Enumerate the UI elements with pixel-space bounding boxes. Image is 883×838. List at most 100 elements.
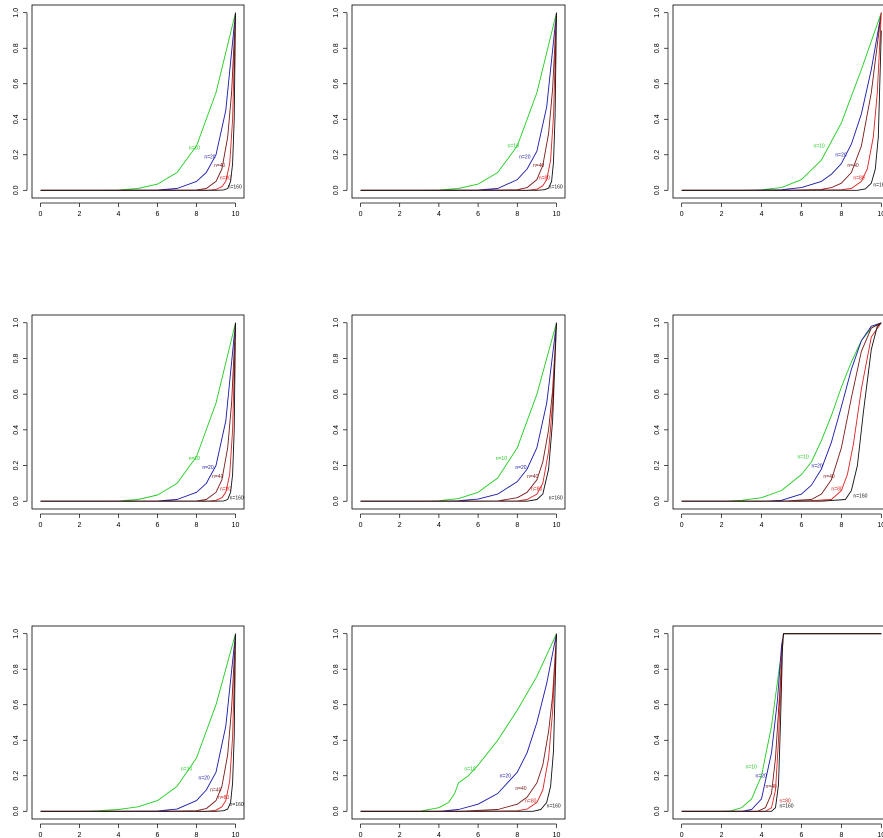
series-label: n=80 xyxy=(831,487,842,493)
x-tick-label: 8 xyxy=(515,522,519,529)
y-tick-label: 0.6 xyxy=(654,700,661,710)
x-tick-label: 0 xyxy=(359,211,363,218)
series-label: n=40 xyxy=(766,784,777,790)
plot-frame xyxy=(672,625,883,820)
y-tick-label: 0.4 xyxy=(13,114,20,124)
series-label: n=40 xyxy=(214,163,225,169)
series-label: n=80 xyxy=(220,487,231,493)
x-tick-label: 6 xyxy=(156,522,160,529)
series-label: n=80 xyxy=(539,176,550,182)
series-line xyxy=(40,633,236,812)
series-line xyxy=(360,12,557,191)
y-tick-label: 0.6 xyxy=(13,700,20,710)
y-tick-label: 0.6 xyxy=(333,79,340,89)
series-line xyxy=(40,322,236,502)
y-tick-label: 0.4 xyxy=(333,114,340,124)
x-tick-label: 4 xyxy=(437,832,441,838)
x-tick-label: 4 xyxy=(437,211,441,218)
series-label: n=80 xyxy=(525,798,536,804)
series-line xyxy=(681,30,882,191)
series-line xyxy=(40,322,236,502)
x-tick-label: 10 xyxy=(877,522,883,529)
y-tick-label: 0.2 xyxy=(654,461,661,471)
chart-panel: 02468100.00.20.40.60.81.0n=10n=20n=40n=8… xyxy=(654,314,883,529)
series-label: n=10 xyxy=(507,144,518,150)
series-label: n=10 xyxy=(496,456,507,462)
series-line xyxy=(360,12,557,191)
x-tick-label: 8 xyxy=(515,832,519,838)
x-tick-label: 4 xyxy=(760,522,764,529)
series-line xyxy=(360,633,557,812)
y-tick-label: 0.0 xyxy=(654,806,661,816)
y-tick-label: 0.4 xyxy=(13,735,20,745)
series-line xyxy=(40,633,236,812)
y-tick-label: 0.4 xyxy=(333,425,340,435)
series-label: n=20 xyxy=(202,465,213,471)
plot-frame xyxy=(351,314,566,510)
series-label: n=40 xyxy=(210,788,221,794)
series-label: n=160 xyxy=(853,494,867,500)
x-tick-label: 2 xyxy=(398,522,402,529)
x-tick-label: 6 xyxy=(476,522,480,529)
plot-frame xyxy=(31,314,245,510)
series-line xyxy=(360,12,557,191)
series-label: n=40 xyxy=(847,163,858,169)
y-tick-label: 0.0 xyxy=(13,806,20,816)
series-label: n=160 xyxy=(873,183,883,189)
chart-panel: 02468100.00.20.40.60.81.0n=10n=20n=40n=8… xyxy=(654,625,883,838)
x-tick-label: 6 xyxy=(476,832,480,838)
y-tick-label: 0.8 xyxy=(13,664,20,674)
series-label: n=40 xyxy=(515,786,526,792)
y-tick-label: 0.2 xyxy=(333,771,340,781)
y-tick-label: 0.0 xyxy=(333,185,340,195)
series-label: n=20 xyxy=(835,153,846,159)
series-label: n=10 xyxy=(746,765,757,771)
x-tick-label: 6 xyxy=(156,832,160,838)
y-tick-label: 0.2 xyxy=(333,150,340,160)
plot-frame xyxy=(672,4,883,199)
y-tick-label: 0.8 xyxy=(654,664,661,674)
series-line xyxy=(40,633,236,812)
series-label: n=80 xyxy=(853,176,864,182)
x-tick-label: 4 xyxy=(760,832,764,838)
y-tick-label: 0.8 xyxy=(13,43,20,53)
x-tick-label: 4 xyxy=(437,522,441,529)
x-tick-label: 6 xyxy=(800,522,804,529)
y-tick-label: 1.0 xyxy=(333,318,340,328)
y-tick-label: 1.0 xyxy=(333,8,340,18)
series-line xyxy=(40,12,236,191)
series-line xyxy=(681,322,882,502)
series-label: n=10 xyxy=(797,454,808,460)
series-label: n=10 xyxy=(464,766,475,772)
y-tick-label: 0.8 xyxy=(654,43,661,53)
series-line xyxy=(40,12,236,191)
series-line xyxy=(681,322,882,502)
x-tick-label: 0 xyxy=(680,211,684,218)
x-tick-label: 10 xyxy=(553,522,561,529)
y-tick-label: 1.0 xyxy=(13,8,20,18)
series-label: n=80 xyxy=(220,176,231,182)
series-label: n=160 xyxy=(547,804,561,810)
series-label: n=10 xyxy=(181,766,192,772)
y-tick-label: 1.0 xyxy=(13,318,20,328)
x-tick-label: 0 xyxy=(39,211,43,218)
series-label: n=160 xyxy=(230,802,244,808)
series-line xyxy=(360,633,557,812)
series-label: n=40 xyxy=(823,474,834,480)
series-line xyxy=(40,633,236,812)
series-label: n=20 xyxy=(756,774,767,780)
y-tick-label: 0.0 xyxy=(333,496,340,506)
x-tick-label: 8 xyxy=(839,522,843,529)
series-label: n=80 xyxy=(531,487,542,493)
y-tick-label: 0.4 xyxy=(654,425,661,435)
series-line xyxy=(360,633,557,812)
y-tick-label: 0.6 xyxy=(13,389,20,399)
x-tick-label: 2 xyxy=(720,832,724,838)
series-label: n=80 xyxy=(780,798,791,804)
x-tick-label: 10 xyxy=(553,211,561,218)
series-line xyxy=(360,322,557,502)
y-tick-label: 0.4 xyxy=(333,735,340,745)
y-tick-label: 0.0 xyxy=(654,185,661,195)
series-line xyxy=(681,633,882,812)
